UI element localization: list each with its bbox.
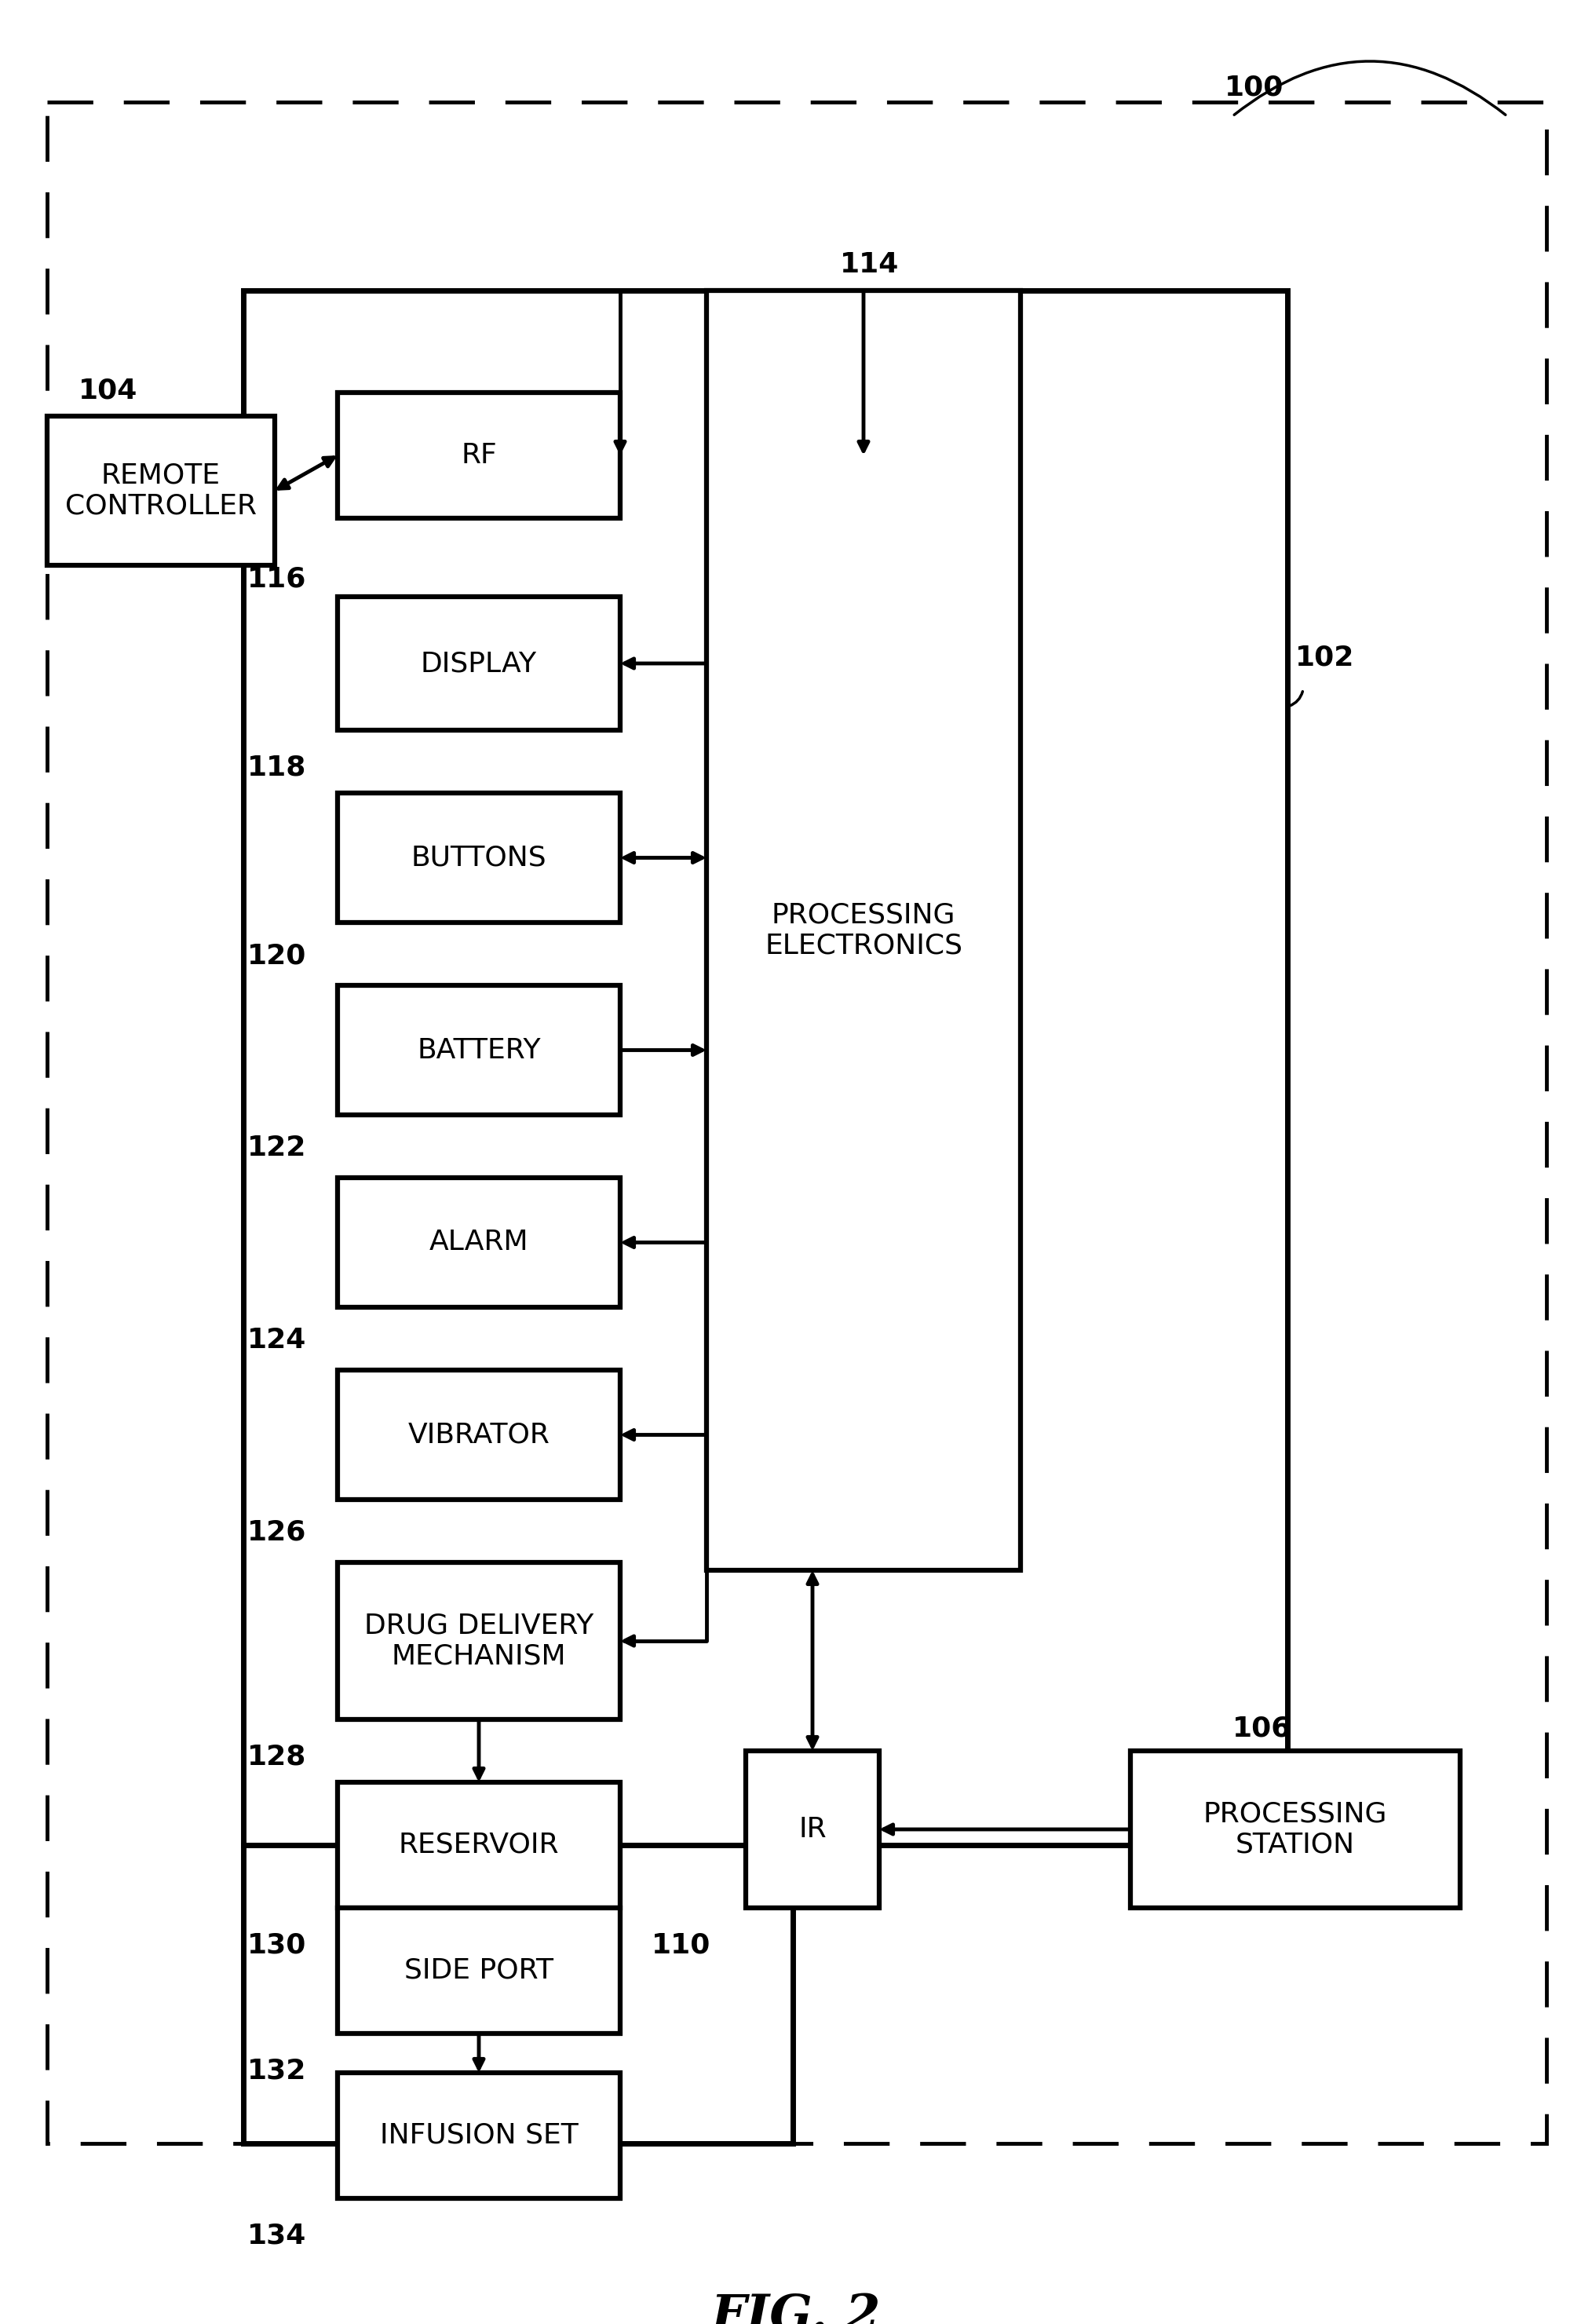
Text: 132: 132: [247, 2057, 306, 2085]
Text: VIBRATOR: VIBRATOR: [408, 1422, 549, 1448]
Text: REMOTE
CONTROLLER: REMOTE CONTROLLER: [65, 462, 256, 521]
Bar: [745, 1750, 879, 1908]
Text: 126: 126: [247, 1520, 306, 1545]
Text: IR: IR: [799, 1815, 826, 1843]
Bar: [338, 792, 621, 923]
Text: ALARM: ALARM: [430, 1229, 529, 1255]
Text: RESERVOIR: RESERVOIR: [398, 1831, 559, 1859]
Bar: [244, 1845, 793, 2143]
Text: 122: 122: [247, 1134, 306, 1162]
Bar: [244, 290, 1288, 1845]
Text: 116: 116: [247, 565, 306, 593]
Text: SIDE PORT: SIDE PORT: [404, 1957, 554, 1985]
Text: INFUSION SET: INFUSION SET: [379, 2122, 578, 2150]
Text: DISPLAY: DISPLAY: [420, 651, 537, 676]
Bar: [338, 597, 621, 730]
Text: PROCESSING
STATION: PROCESSING STATION: [1204, 1801, 1387, 1859]
Text: 102: 102: [1296, 644, 1355, 672]
Text: 124: 124: [247, 1327, 306, 1353]
Text: 110: 110: [651, 1931, 710, 1959]
Bar: [338, 985, 621, 1116]
Bar: [338, 1371, 621, 1499]
Text: 100: 100: [1224, 74, 1283, 102]
Text: RF: RF: [462, 442, 497, 469]
Text: BATTERY: BATTERY: [417, 1037, 541, 1064]
Text: 128: 128: [247, 1743, 306, 1769]
Text: 104: 104: [78, 376, 137, 404]
Bar: [1130, 1750, 1460, 1908]
Text: 114: 114: [841, 251, 899, 279]
Text: 130: 130: [247, 1931, 306, 1959]
Bar: [48, 416, 275, 565]
Text: 134: 134: [247, 2222, 306, 2250]
Bar: [338, 2073, 621, 2199]
Text: PROCESSING
ELECTRONICS: PROCESSING ELECTRONICS: [764, 902, 963, 960]
Bar: [338, 1562, 621, 1720]
Bar: [338, 1783, 621, 1908]
Text: FIG. 2: FIG. 2: [712, 2291, 880, 2324]
Text: 120: 120: [247, 941, 306, 969]
Text: 106: 106: [1232, 1715, 1291, 1743]
Bar: [48, 102, 1546, 2143]
Text: BUTTONS: BUTTONS: [411, 844, 546, 872]
Bar: [338, 1908, 621, 2034]
Text: DRUG DELIVERY
MECHANISM: DRUG DELIVERY MECHANISM: [365, 1613, 594, 1669]
Text: 118: 118: [247, 753, 306, 781]
Bar: [338, 1178, 621, 1306]
Bar: [707, 290, 1020, 1571]
Bar: [338, 393, 621, 518]
